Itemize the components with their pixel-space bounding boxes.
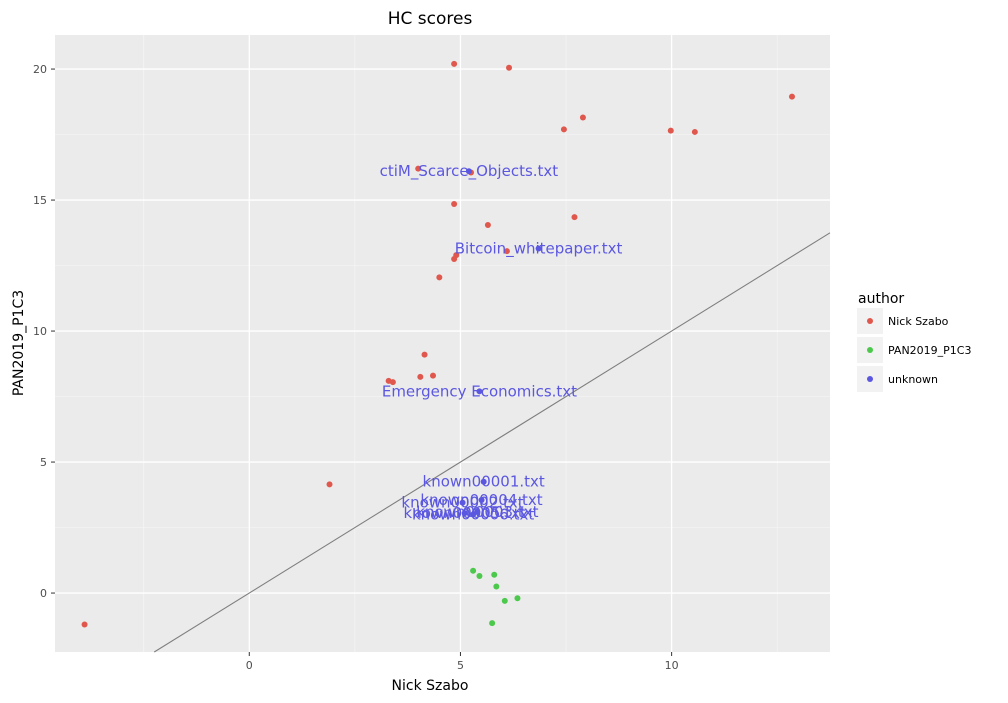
data-point-nick-szabo (788, 93, 795, 100)
point-labels: ctiM_Scarce_Objects.txt Bitcoin_whitepape… (380, 162, 623, 523)
data-point-nick-szabo (436, 274, 443, 281)
chart-title: HC scores (388, 9, 473, 29)
data-point-nick-szabo (421, 351, 428, 358)
legend-swatch (867, 376, 873, 382)
data-point-pan2019-p1c3 (493, 583, 500, 590)
y-axis-title: PAN2019_P1C3 (11, 290, 27, 396)
reference-line (153, 232, 831, 653)
data-points (81, 60, 795, 628)
data-point-pan2019-p1c3 (470, 567, 477, 574)
data-point-nick-szabo (451, 200, 458, 207)
data-point-unknown (461, 510, 468, 517)
data-point-pan2019-p1c3 (514, 595, 521, 602)
point-label: known00004.txt (420, 491, 542, 509)
x-tick-label: 5 (457, 659, 464, 672)
data-point-unknown (476, 388, 483, 395)
data-point-nick-szabo (451, 256, 458, 263)
legend-swatch (867, 347, 873, 353)
data-point-nick-szabo (560, 126, 567, 133)
y-tick-label: 20 (33, 63, 47, 76)
grid (55, 35, 830, 652)
axis-ticks: 0 5 10 0 5 10 15 20 (33, 63, 679, 672)
point-label: ctiM_Scarce_Objects.txt (380, 162, 559, 181)
data-point-unknown (465, 168, 472, 175)
point-label: known00006.txt (412, 505, 534, 523)
point-label: known00003.txt (416, 503, 538, 521)
x-axis-title: Nick Szabo (392, 678, 469, 694)
data-point-unknown (478, 497, 485, 504)
data-point-pan2019-p1c3 (489, 620, 496, 627)
data-point-nick-szabo (429, 372, 436, 379)
point-label: known00005.txt (404, 504, 526, 522)
data-point-nick-szabo (503, 248, 510, 255)
data-point-nick-szabo (667, 127, 674, 134)
data-point-nick-szabo (326, 481, 333, 488)
data-point-nick-szabo (451, 60, 458, 67)
data-point-pan2019-p1c3 (491, 571, 498, 578)
identity-line (153, 232, 831, 653)
legend-swatch (867, 318, 873, 324)
point-label: Bitcoin_whitepaper.txt (455, 240, 623, 259)
y-tick-label: 0 (40, 587, 47, 600)
data-point-nick-szabo (571, 214, 578, 221)
legend-title: author (858, 291, 904, 307)
plot-panel (55, 35, 830, 652)
x-tick-label: 0 (246, 659, 253, 672)
legend-label: unknown (888, 373, 938, 386)
data-point-unknown (480, 478, 487, 485)
point-label: known00001.txt (423, 473, 545, 491)
data-point-nick-szabo (81, 621, 88, 628)
y-tick-label: 5 (40, 456, 47, 469)
point-label: Emergency Economics.txt (382, 382, 577, 400)
data-point-nick-szabo (484, 221, 491, 228)
y-tick-label: 15 (33, 194, 47, 207)
legend-label: PAN2019_P1C3 (888, 344, 972, 357)
y-tick-label: 10 (33, 325, 47, 338)
data-point-nick-szabo (417, 373, 424, 380)
data-point-unknown (535, 245, 542, 252)
point-label: known00002.txt (401, 494, 523, 512)
data-point-unknown (459, 499, 466, 506)
data-point-nick-szabo (579, 114, 586, 121)
data-point-nick-szabo (506, 64, 513, 71)
legend-label: Nick Szabo (888, 315, 949, 328)
data-point-nick-szabo (415, 165, 422, 172)
x-tick-label: 10 (665, 659, 679, 672)
data-point-nick-szabo (691, 128, 698, 135)
data-point-pan2019-p1c3 (501, 597, 508, 604)
data-point-unknown (470, 511, 477, 518)
data-point-nick-szabo (389, 379, 396, 386)
data-point-pan2019-p1c3 (476, 573, 483, 580)
